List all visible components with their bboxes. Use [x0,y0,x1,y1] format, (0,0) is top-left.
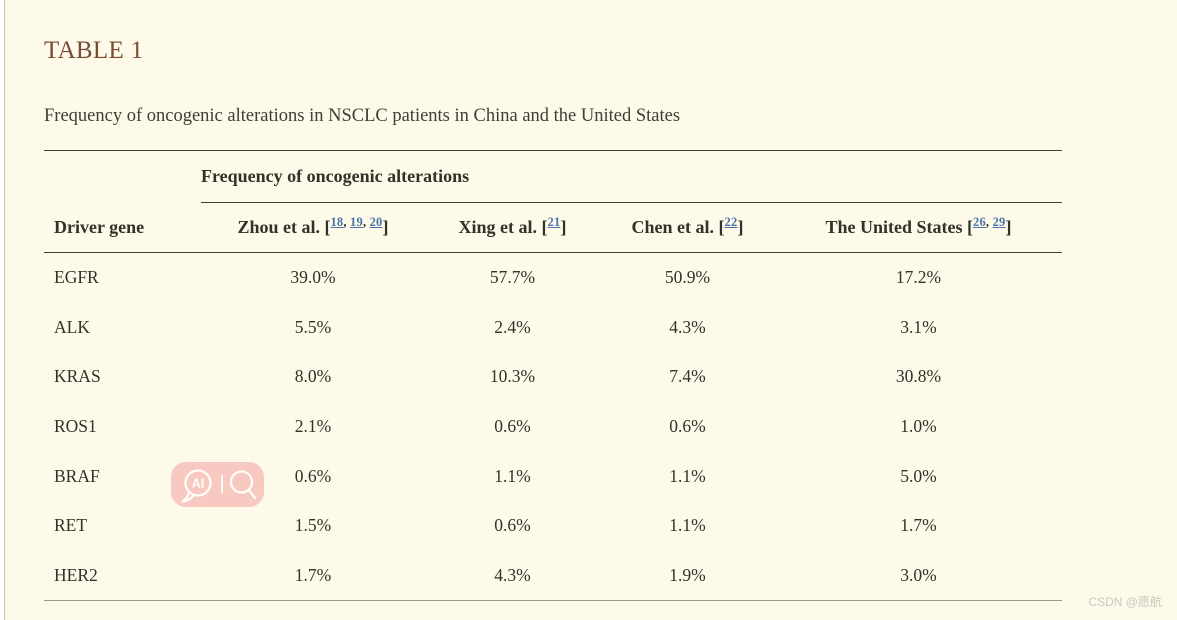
value-cell: 0.6% [494,416,531,437]
corner-cell [44,150,201,203]
article-page: TABLE 1 Frequency of oncogenic alteratio… [4,0,1177,620]
value-cell: 50.9% [664,267,711,288]
citation-link[interactable]: 18 [330,215,344,229]
gene-cell: RET [54,515,88,536]
gene-cell: ROS1 [54,416,97,437]
citation-link[interactable]: 19 [350,215,363,229]
value-cell: 8.0% [294,366,332,387]
value-cell: 30.8% [895,366,942,387]
column-header: Zhou et al. [18, 19, 20] [201,202,425,253]
table-row: ROS1 2.1% 0.6% 0.6% 1.0% [44,402,1062,452]
value-cell: 3.1% [900,316,937,337]
value-cell: 17.2% [895,267,942,288]
value-cell: 1.1% [494,465,531,486]
gene-cell: KRAS [54,366,101,387]
value-cell: 3.0% [775,550,1063,602]
column-header: Driver gene [44,202,201,253]
spanner-header: Frequency of oncogenic alterations [201,150,1063,203]
table-row: KRAS 8.0% 10.3% 7.4% 30.8% [44,352,1062,402]
citation-link[interactable]: 21 [547,215,561,229]
badge-divider [220,475,223,494]
value-cell: 1.7% [900,515,937,536]
value-cell: 1.5% [294,515,332,536]
value-cell: 4.3% [425,550,600,602]
column-header: Chen et al. [22] [600,202,775,253]
citation-link[interactable]: 29 [992,215,1006,229]
gene-cell: ALK [54,316,90,337]
value-cell: 0.6% [294,465,332,486]
table-section: TABLE 1 Frequency of oncogenic alteratio… [5,36,1177,602]
citation-link[interactable]: 20 [369,215,383,229]
table-row: BRAF 0.6% 1.1% 1.1% 5.0% [44,451,1062,501]
gene-cell: BRAF [54,465,100,486]
value-cell: 10.3% [489,366,536,387]
table-row: HER2 1.7% 4.3% 1.9% 3.0% [44,550,1063,602]
gene-cell: EGFR [54,267,99,288]
gene-cell: HER2 [44,550,201,602]
frequency-table: Frequency of oncogenic alterations Driver… [44,150,1063,602]
value-cell: 4.3% [669,316,706,337]
value-cell: 0.6% [494,515,531,536]
column-header: Xing et al. [21] [425,202,600,253]
value-cell: 2.1% [294,416,332,437]
citation-link[interactable]: 26 [973,215,986,229]
ai-badge-label: AI [191,476,204,490]
value-cell: 1.7% [201,550,425,602]
value-cell: 1.1% [669,465,706,486]
table-row: EGFR 39.0% 57.7% 50.9% 17.2% [44,253,1062,303]
ai-assistant-badge[interactable]: AI [171,462,264,507]
watermark: CSDN @愿航 [1088,595,1162,609]
value-cell: 1.0% [900,416,937,437]
value-cell: 7.4% [669,366,706,387]
table-row: RET 1.5% 0.6% 1.1% 1.7% [44,501,1062,551]
value-cell: 5.5% [294,316,332,337]
value-cell: 2.4% [494,316,531,337]
table-row: ALK 5.5% 2.4% 4.3% 3.1% [44,303,1062,353]
value-cell: 0.6% [669,416,706,437]
value-cell: 5.0% [900,465,937,486]
page-title: TABLE 1 [44,37,144,64]
value-cell: 1.9% [600,550,775,602]
table-caption: Frequency of oncogenic alterations in NS… [44,106,681,126]
value-cell: 39.0% [290,267,336,288]
value-cell: 57.7% [489,267,536,288]
column-header: The United States [26, 29] [775,202,1063,253]
value-cell: 1.1% [669,515,706,536]
search-icon [229,469,256,499]
ai-chat-bubble-icon: AI [180,468,212,503]
citation-link[interactable]: 22 [724,215,738,229]
